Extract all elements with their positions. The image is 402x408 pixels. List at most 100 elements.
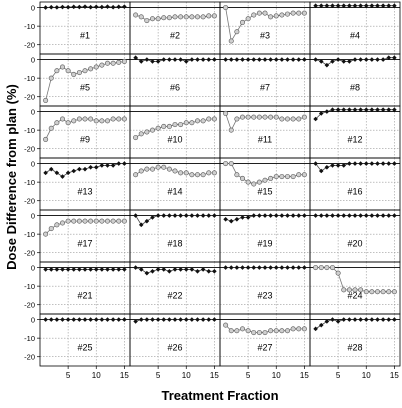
data-point <box>77 317 82 322</box>
data-point <box>380 57 386 62</box>
data-point <box>335 213 341 218</box>
y-tick-label: 0 <box>31 159 35 168</box>
data-point <box>375 107 380 113</box>
x-tick-label: 5 <box>336 371 341 380</box>
data-point <box>330 213 335 218</box>
panel-label: #11 <box>258 134 272 144</box>
data-point <box>48 267 54 272</box>
data-point <box>380 289 386 295</box>
data-point <box>99 62 105 68</box>
panel-22: #22 <box>129 261 221 315</box>
data-point <box>251 114 257 120</box>
data-point <box>363 57 369 62</box>
data-point <box>166 15 172 21</box>
panel-label: #18 <box>167 238 182 248</box>
data-point <box>65 218 71 224</box>
data-point <box>257 213 262 218</box>
data-point <box>183 317 189 322</box>
data-point <box>296 213 302 218</box>
data-point <box>110 116 116 122</box>
data-point <box>284 328 290 334</box>
y-tick-label: -20 <box>24 41 35 50</box>
data-point <box>223 265 228 270</box>
data-point <box>71 168 77 174</box>
panel-label: #13 <box>77 186 92 196</box>
panel-label: #3 <box>260 30 270 40</box>
data-point <box>77 166 82 172</box>
panel-label: #22 <box>167 290 182 300</box>
data-point <box>352 161 358 166</box>
data-point <box>77 4 82 10</box>
data-point <box>82 4 88 9</box>
data-point <box>200 213 206 218</box>
panel-frame <box>39 105 131 159</box>
data-point <box>391 289 397 295</box>
y-tick-label: -10 <box>24 282 35 291</box>
data-point <box>178 57 183 62</box>
data-point <box>48 125 54 131</box>
data-point <box>380 317 386 322</box>
data-point <box>172 317 178 322</box>
panel-frame <box>309 313 401 367</box>
panel-label: #7 <box>260 82 270 92</box>
x-tick-label: 5 <box>156 371 161 380</box>
panel-frame <box>39 157 131 211</box>
data-point <box>150 268 155 274</box>
data-point <box>155 59 161 64</box>
data-point <box>172 57 178 62</box>
data-point <box>273 328 279 334</box>
y-tick-label: -20 <box>24 249 35 258</box>
panel-7: #7 <box>219 53 311 107</box>
data-point <box>43 317 48 322</box>
data-point <box>88 218 94 224</box>
data-point <box>335 3 341 9</box>
data-point <box>71 118 77 124</box>
panel-label: #20 <box>347 238 362 248</box>
y-tick-label: -20 <box>24 301 35 310</box>
data-point <box>296 172 302 178</box>
data-point <box>172 267 178 272</box>
data-point <box>363 3 369 9</box>
data-point <box>161 123 167 129</box>
data-point <box>279 12 285 18</box>
panel-1: #1 <box>39 1 131 55</box>
data-point <box>375 3 380 9</box>
data-point <box>189 213 195 218</box>
data-point <box>178 170 184 176</box>
data-point <box>195 172 201 178</box>
data-point <box>346 287 352 293</box>
data-point <box>161 317 167 322</box>
data-point <box>273 57 279 62</box>
data-point <box>234 328 240 334</box>
data-point <box>341 59 347 64</box>
data-point <box>200 14 206 20</box>
data-point <box>48 317 54 322</box>
x-tick-label: 10 <box>182 371 191 380</box>
data-point <box>116 267 122 272</box>
data-point <box>301 172 307 178</box>
data-point <box>43 170 48 176</box>
data-point <box>133 172 139 178</box>
data-point <box>161 15 167 21</box>
data-point <box>54 317 60 322</box>
data-point <box>358 3 363 9</box>
data-point <box>223 57 228 62</box>
data-point <box>369 317 375 322</box>
data-point <box>251 213 257 218</box>
data-point <box>161 57 167 62</box>
data-point <box>133 135 139 141</box>
panel-15: #15 <box>219 157 311 211</box>
data-point <box>375 161 380 166</box>
data-point <box>392 213 397 218</box>
data-point <box>195 317 200 322</box>
panel-label: #16 <box>347 186 362 196</box>
data-point <box>240 265 245 270</box>
data-point <box>195 268 200 274</box>
data-point <box>48 166 54 172</box>
x-tick-label: 5 <box>66 371 71 380</box>
panel-8: #8 <box>309 53 401 107</box>
data-point <box>88 66 94 72</box>
panel-label: #1 <box>80 30 90 40</box>
data-point <box>324 164 330 170</box>
data-point <box>167 213 172 218</box>
